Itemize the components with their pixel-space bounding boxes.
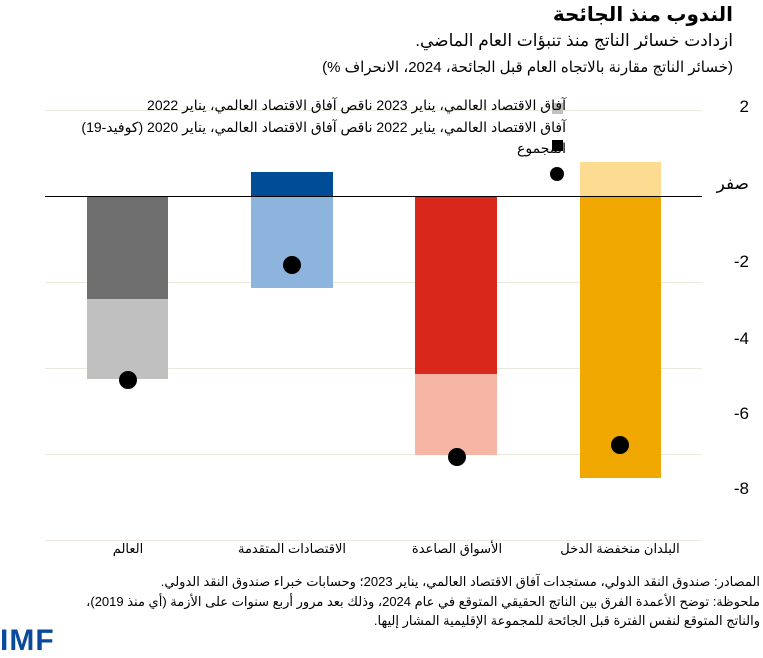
gridline-minus-8 [45, 540, 702, 541]
y-tick-0: صفر [716, 174, 749, 193]
y-tick-minus-8: 8- [733, 479, 749, 498]
legend-item-revision: آفاق الاقتصاد العالمي، يناير 2023 ناقص آ… [147, 97, 566, 113]
y-tick-minus-6: 6- [733, 404, 749, 423]
bar-lowincome-covid [580, 196, 661, 478]
imf-logo: IMF [0, 624, 55, 657]
category-label-advanced: الاقتصادات المتقدمة [238, 541, 346, 556]
sources-text: المصادر: صندوق النقد الدولي، مستجدات آفا… [160, 574, 760, 589]
total-dot-advanced [283, 256, 301, 274]
y-tick-minus-4: 4- [733, 329, 749, 348]
legend-circle-icon [550, 167, 564, 181]
category-label-emerging: الأسواق الصاعدة [411, 541, 503, 556]
category-label-world: العالم [112, 541, 144, 556]
bar-advanced-covid [251, 172, 333, 196]
bar-world-covid [87, 196, 168, 299]
category-label-lowincome: البلدان منخفضة الدخل [560, 541, 680, 556]
bar-emerging-revision [415, 374, 497, 455]
bar-lowincome-revision [580, 162, 661, 196]
total-dot-emerging [448, 448, 466, 466]
y-tick-2: 2 [739, 97, 749, 116]
bar-emerging-covid [415, 196, 497, 374]
note-text-line2: والناتج المتوقع لنفس الفترة قبل الجائحة … [373, 613, 760, 628]
note-text-line1: ملحوظة: توضح الأعمدة الفرق بين الناتج ال… [86, 594, 760, 609]
y-tick-minus-2: 2- [733, 252, 749, 271]
legend-item-total: المجموع [517, 140, 566, 156]
chart-title: الندوب منذ الجائحة [552, 4, 733, 26]
bar-world-revision [87, 299, 168, 379]
total-dot-world [119, 371, 137, 389]
gridline-2 [45, 110, 702, 111]
gridline-minus-6 [45, 454, 702, 455]
legend-dark-square-icon [552, 140, 563, 151]
gridline-minus-4 [45, 368, 702, 369]
bar-advanced-revision [251, 196, 333, 288]
chart-units-label: (خسائر الناتج مقارنة بالاتجاه العام قبل … [322, 59, 733, 76]
total-dot-lowincome [611, 436, 629, 454]
zero-line [45, 196, 702, 197]
legend-light-square-icon [552, 103, 563, 114]
chart-subtitle: ازدادت خسائر الناتج منذ تنبؤات العام الم… [415, 31, 733, 50]
legend-item-covid: آفاق الاقتصاد العالمي، يناير 2022 ناقص آ… [81, 119, 566, 135]
gridline-minus-2 [45, 282, 702, 283]
